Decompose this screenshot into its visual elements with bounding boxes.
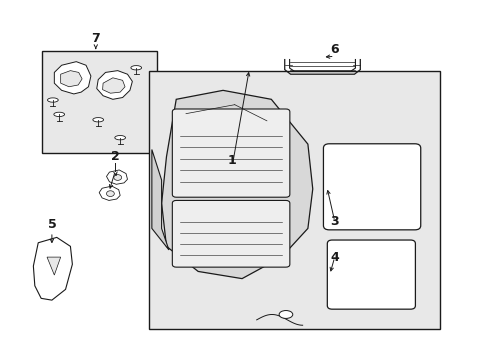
Text: 5: 5 — [47, 218, 56, 231]
Text: 6: 6 — [330, 42, 338, 55]
Polygon shape — [97, 71, 132, 99]
Ellipse shape — [54, 112, 64, 117]
Polygon shape — [152, 149, 168, 250]
Polygon shape — [33, 237, 72, 300]
Bar — [149, 71, 439, 329]
Ellipse shape — [93, 118, 103, 122]
Ellipse shape — [115, 135, 125, 140]
Ellipse shape — [131, 66, 142, 70]
Text: 2: 2 — [111, 150, 120, 163]
Polygon shape — [161, 90, 312, 279]
Ellipse shape — [47, 98, 58, 102]
Text: 1: 1 — [227, 154, 236, 167]
Polygon shape — [54, 62, 91, 94]
Text: 3: 3 — [330, 215, 338, 228]
Circle shape — [106, 191, 114, 197]
Ellipse shape — [279, 311, 292, 319]
Polygon shape — [61, 71, 82, 87]
Polygon shape — [102, 78, 125, 93]
Polygon shape — [99, 186, 120, 201]
Bar — [42, 51, 157, 153]
FancyBboxPatch shape — [172, 109, 289, 197]
FancyBboxPatch shape — [323, 144, 420, 230]
Text: 4: 4 — [330, 251, 338, 264]
FancyBboxPatch shape — [326, 240, 415, 309]
Polygon shape — [47, 257, 61, 275]
Text: 7: 7 — [91, 32, 100, 45]
Polygon shape — [106, 170, 127, 184]
FancyBboxPatch shape — [172, 201, 289, 267]
Circle shape — [114, 175, 122, 180]
